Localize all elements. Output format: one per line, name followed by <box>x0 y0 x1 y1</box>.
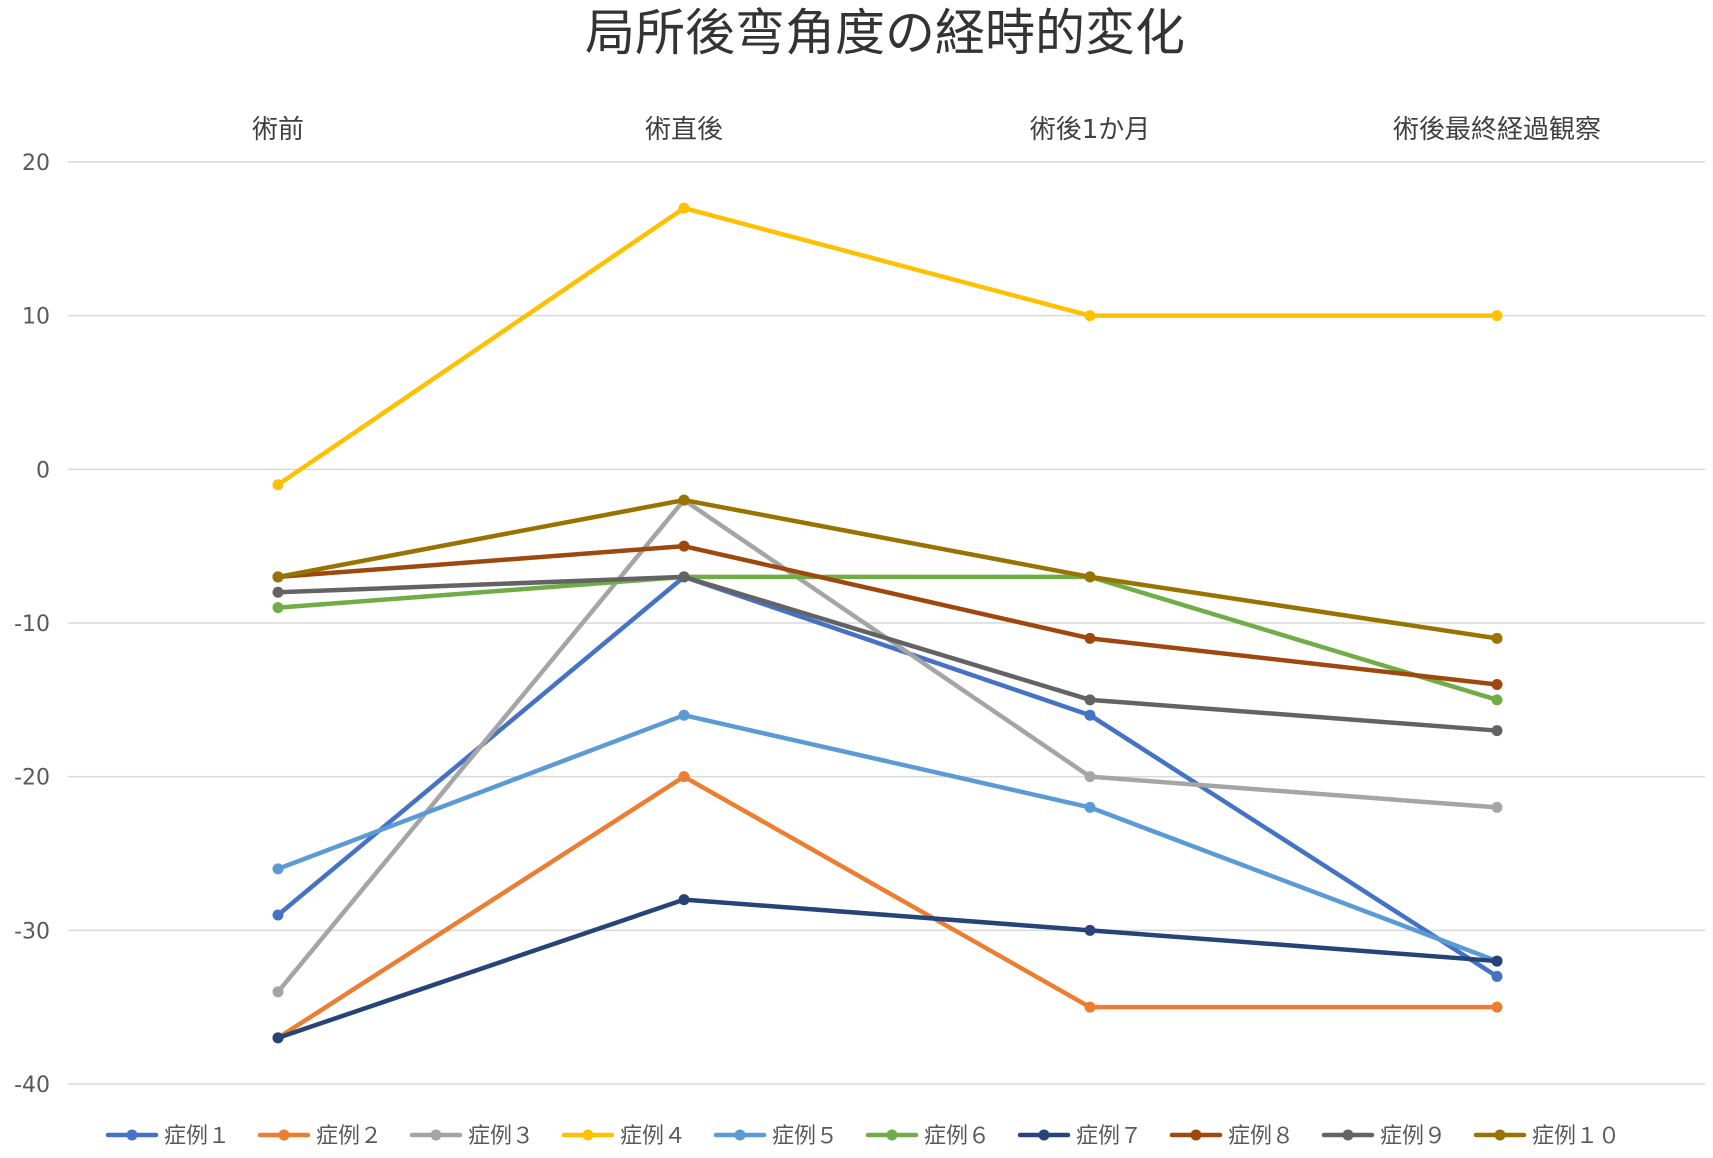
series-line <box>275 574 1500 733</box>
data-point <box>678 202 690 214</box>
legend-item: 症例２ <box>257 1124 382 1149</box>
series-line <box>275 574 1500 703</box>
legend-swatch-marker <box>734 1129 746 1141</box>
data-point <box>1491 725 1503 737</box>
legend-swatch-marker <box>886 1129 898 1141</box>
y-tick-label: 0 <box>36 458 50 483</box>
legend-item: 症例４ <box>561 1124 686 1149</box>
data-point <box>1084 571 1096 583</box>
data-point <box>1084 771 1096 783</box>
legend-label: 症例１０ <box>1532 1124 1620 1149</box>
y-tick-label: -10 <box>14 612 50 637</box>
y-tick-label: -20 <box>14 766 50 791</box>
data-point <box>272 1032 284 1044</box>
data-point <box>1084 310 1096 322</box>
data-point <box>1491 955 1503 967</box>
series-group <box>272 540 1503 690</box>
data-point <box>1491 678 1503 690</box>
legend-label: 症例２ <box>316 1124 382 1149</box>
series-group <box>272 494 1503 644</box>
data-point <box>272 909 284 921</box>
legend-item: 症例９ <box>1321 1124 1446 1149</box>
legend-label: 症例４ <box>620 1124 686 1149</box>
data-point <box>1084 632 1096 644</box>
data-point <box>272 571 284 583</box>
legend-swatch-marker <box>430 1129 442 1141</box>
y-axis-ticks: 20 10 0 -10 -20 -30 -40 <box>14 151 50 1098</box>
series-line <box>275 497 1500 641</box>
data-point <box>272 479 284 491</box>
legend-item: 症例１ <box>105 1124 230 1149</box>
data-point <box>1491 694 1503 706</box>
data-point <box>1491 801 1503 813</box>
data-point <box>272 586 284 598</box>
data-point <box>1491 1001 1503 1013</box>
legend-swatch-marker <box>1494 1129 1506 1141</box>
data-point <box>678 894 690 906</box>
series-line <box>275 897 1500 1041</box>
series-group <box>272 894 1503 1044</box>
legend-item: 症例５ <box>713 1124 838 1149</box>
data-point <box>272 863 284 875</box>
data-point <box>1084 924 1096 936</box>
series-line <box>275 774 1500 1041</box>
legend-swatch-marker <box>1038 1129 1050 1141</box>
legend-label: 症例９ <box>1380 1124 1446 1149</box>
legend-label: 症例６ <box>924 1124 990 1149</box>
y-tick-label: -30 <box>14 919 50 944</box>
series-line <box>275 205 1500 487</box>
data-point <box>1084 694 1096 706</box>
chart-title: 局所後弯角度の経時的変化 <box>585 4 1185 62</box>
data-point <box>1491 632 1503 644</box>
data-point <box>272 602 284 614</box>
legend-item: 症例３ <box>409 1124 534 1149</box>
legend-swatch-marker <box>1342 1129 1354 1141</box>
legend-label: 症例７ <box>1076 1124 1142 1149</box>
legend-item: 症例８ <box>1169 1124 1294 1149</box>
legend-label: 症例３ <box>468 1124 534 1149</box>
series-group <box>272 571 1503 737</box>
legend-label: 症例１ <box>164 1124 230 1149</box>
y-tick-label: -40 <box>14 1073 50 1098</box>
series-line <box>275 712 1500 964</box>
data-point <box>678 709 690 721</box>
data-point <box>1491 970 1503 982</box>
data-point <box>1491 310 1503 322</box>
y-tick-label: 10 <box>22 305 50 330</box>
data-point <box>1084 709 1096 721</box>
legend-label: 症例８ <box>1228 1124 1294 1149</box>
category-label: 術直後 <box>645 115 723 145</box>
data-point <box>272 986 284 998</box>
series-lines <box>272 202 1503 1044</box>
legend-swatch-marker <box>126 1129 138 1141</box>
y-tick-label: 20 <box>22 151 50 176</box>
legend-item: 症例１０ <box>1473 1124 1620 1149</box>
gridlines <box>68 161 1705 1085</box>
data-point <box>678 771 690 783</box>
legend-label: 症例５ <box>772 1124 838 1149</box>
series-group <box>272 771 1503 1044</box>
category-label: 術前 <box>252 115 304 145</box>
data-point <box>1084 801 1096 813</box>
data-point <box>678 571 690 583</box>
series-group <box>272 709 1503 967</box>
legend: 症例１ 症例２ 症例３ 症例４ 症例５ 症例６ 症例７ 症例８ 症例９ 症例１０ <box>105 1124 1620 1149</box>
category-axis: 術前 術直後 術後1か月 術後最終経過観察 <box>252 115 1601 145</box>
series-group <box>272 202 1503 491</box>
legend-item: 症例７ <box>1017 1124 1142 1149</box>
data-point <box>678 540 690 552</box>
legend-swatch-marker <box>1190 1129 1202 1141</box>
series-line <box>275 543 1500 687</box>
legend-swatch-marker <box>582 1129 594 1141</box>
category-label: 術後1か月 <box>1030 115 1151 145</box>
legend-swatch-marker <box>278 1129 290 1141</box>
legend-item: 症例６ <box>865 1124 990 1149</box>
data-point <box>1084 1001 1096 1013</box>
category-label: 術後最終経過観察 <box>1393 115 1601 145</box>
data-point <box>678 494 690 506</box>
